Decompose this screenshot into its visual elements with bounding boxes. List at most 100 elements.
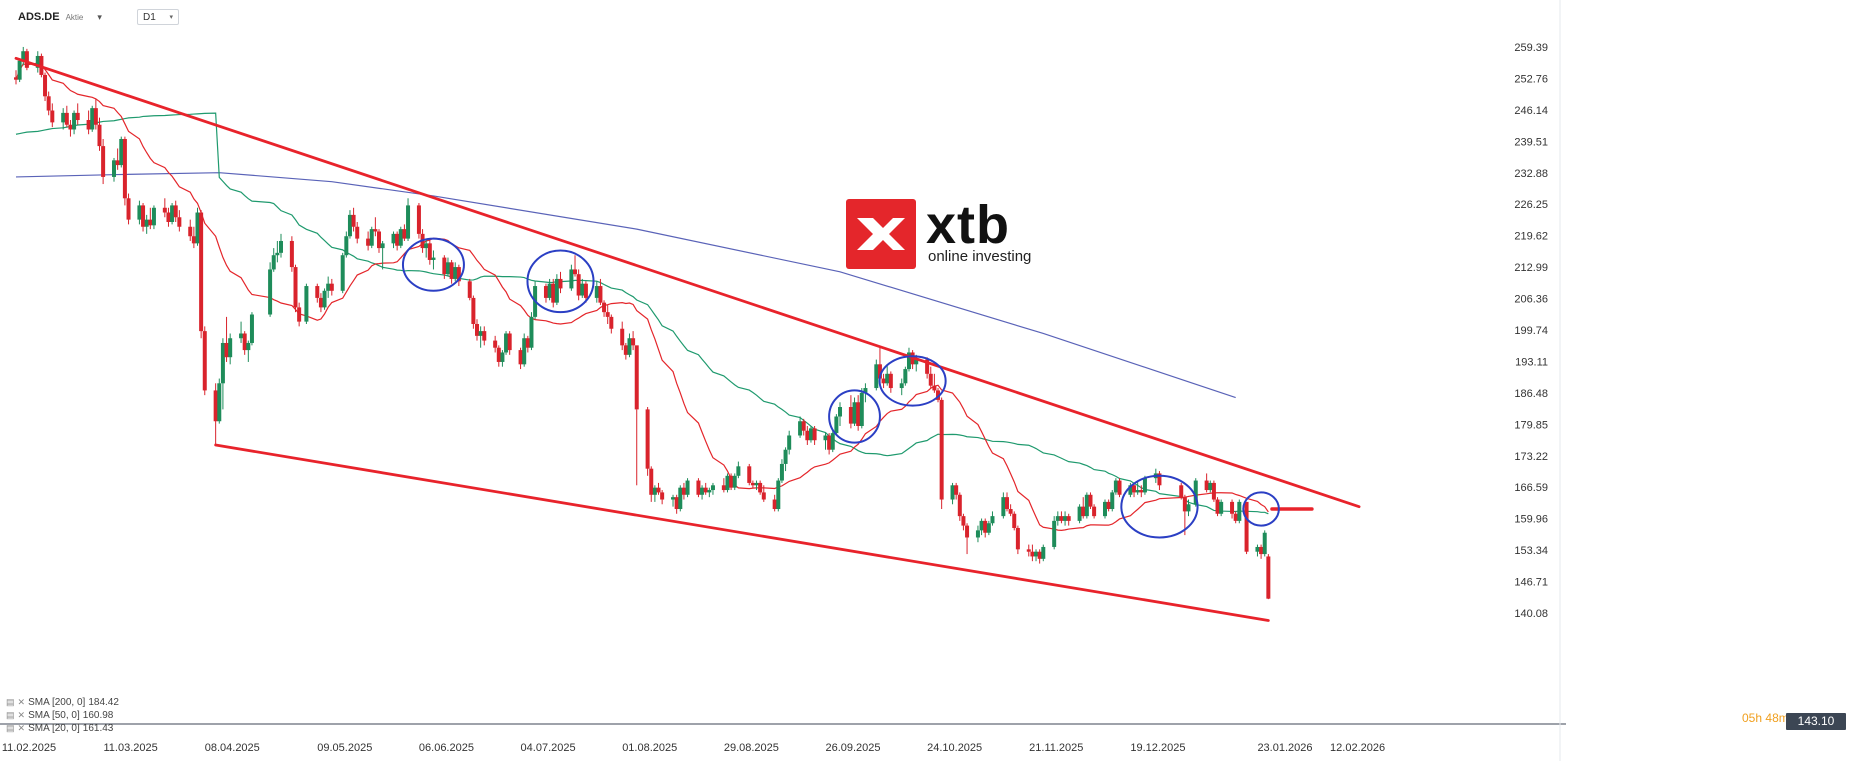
candle-body bbox=[747, 466, 752, 483]
close-icon[interactable]: ✕ bbox=[17, 723, 26, 733]
instrument-header[interactable]: ADS.DE Aktie ▾ bbox=[18, 8, 102, 26]
candle-body bbox=[1179, 485, 1184, 498]
candle bbox=[1077, 504, 1082, 524]
candle bbox=[1237, 499, 1242, 524]
candle-body bbox=[856, 402, 861, 426]
settings-icon[interactable]: ▤ bbox=[6, 723, 15, 733]
candle bbox=[986, 520, 991, 536]
candle-body bbox=[547, 283, 552, 298]
candle bbox=[961, 513, 966, 531]
candle bbox=[885, 364, 890, 386]
countdown-hours: 05 bbox=[1742, 711, 1756, 725]
candle bbox=[899, 378, 904, 396]
candle-body bbox=[1066, 516, 1071, 521]
candle-body bbox=[750, 482, 755, 486]
indicator-sma200[interactable]: ▤ ✕ SMA [200, 0] 184.42 bbox=[6, 696, 119, 709]
candle bbox=[347, 210, 352, 239]
candle bbox=[297, 302, 302, 327]
candle bbox=[326, 276, 331, 298]
settings-icon[interactable]: ▤ bbox=[6, 697, 15, 707]
chevron-down-icon[interactable]: ▾ bbox=[97, 11, 102, 22]
trendline-lower bbox=[214, 443, 1270, 622]
candle bbox=[1113, 478, 1118, 495]
indicator-value: 184.42 bbox=[88, 697, 119, 708]
candle-body bbox=[736, 466, 741, 476]
candle-body bbox=[877, 364, 882, 379]
candle-body bbox=[1106, 501, 1111, 510]
candle bbox=[1157, 471, 1162, 491]
candle bbox=[583, 281, 588, 303]
candle bbox=[427, 238, 432, 265]
close-icon[interactable]: ✕ bbox=[17, 697, 26, 707]
indicator-label: SMA [50, 0] bbox=[28, 710, 80, 721]
xtb-logo-icon bbox=[846, 199, 916, 269]
candle-body bbox=[424, 243, 429, 249]
candle bbox=[217, 378, 222, 424]
candle-body bbox=[500, 352, 505, 362]
candle-body bbox=[914, 359, 919, 365]
candle-body bbox=[50, 110, 55, 123]
candle-body bbox=[456, 267, 461, 282]
candle bbox=[170, 203, 175, 225]
candle-body bbox=[580, 283, 585, 296]
candle-body bbox=[787, 435, 792, 450]
close-icon[interactable]: ✕ bbox=[17, 710, 26, 720]
candle bbox=[416, 203, 421, 239]
candle-body bbox=[660, 492, 665, 500]
candle-body bbox=[543, 286, 548, 298]
candle bbox=[318, 293, 323, 313]
candle-body bbox=[518, 350, 523, 365]
sma20-line bbox=[15, 62, 1269, 531]
candle-body bbox=[783, 449, 788, 464]
candle bbox=[35, 51, 40, 73]
countdown-minutes-unit: m bbox=[1778, 711, 1789, 725]
candle-body bbox=[380, 243, 385, 249]
y-tick-label: 219.62 bbox=[1514, 231, 1548, 243]
candle bbox=[812, 425, 817, 445]
indicator-sma50[interactable]: ▤ ✕ SMA [50, 0] 160.98 bbox=[6, 709, 119, 722]
candle bbox=[848, 395, 853, 429]
candle-body bbox=[888, 373, 893, 389]
candle bbox=[1208, 480, 1213, 493]
candle-body bbox=[119, 138, 124, 166]
candle-body bbox=[122, 138, 127, 199]
candle bbox=[1088, 492, 1093, 510]
candle bbox=[772, 494, 777, 512]
indicator-sma20[interactable]: ▤ ✕ SMA [20, 0] 161.43 bbox=[6, 722, 119, 735]
y-tick-label: 159.96 bbox=[1514, 514, 1548, 526]
candle bbox=[475, 319, 480, 341]
candle-body bbox=[72, 112, 77, 130]
candle-body bbox=[649, 468, 654, 495]
candle-body bbox=[961, 516, 966, 526]
candle bbox=[1001, 492, 1006, 519]
candle bbox=[859, 388, 864, 429]
candle bbox=[115, 148, 120, 170]
candle-body bbox=[373, 229, 378, 232]
candle bbox=[936, 388, 941, 403]
candle bbox=[1055, 511, 1060, 526]
indicator-value: 160.98 bbox=[82, 710, 114, 721]
candle-body bbox=[899, 383, 904, 389]
candle-body bbox=[1215, 499, 1220, 514]
candle bbox=[852, 397, 857, 426]
candle-body bbox=[115, 160, 120, 166]
candle bbox=[1081, 497, 1086, 519]
candle-body bbox=[199, 212, 204, 332]
candle-body bbox=[1113, 480, 1118, 493]
candle-body bbox=[620, 328, 625, 346]
candle-body bbox=[1204, 480, 1209, 491]
candle-body bbox=[1266, 556, 1271, 599]
settings-icon[interactable]: ▤ bbox=[6, 710, 15, 720]
candle bbox=[627, 333, 632, 358]
candle-body bbox=[347, 214, 352, 237]
timeframe-select[interactable]: D1 ▾ bbox=[137, 9, 179, 25]
candle-body bbox=[1055, 516, 1060, 521]
candle bbox=[224, 316, 229, 362]
candle bbox=[594, 281, 599, 303]
candle bbox=[391, 231, 396, 249]
candle bbox=[46, 91, 51, 116]
candle bbox=[623, 342, 628, 360]
candle-body bbox=[141, 205, 146, 227]
